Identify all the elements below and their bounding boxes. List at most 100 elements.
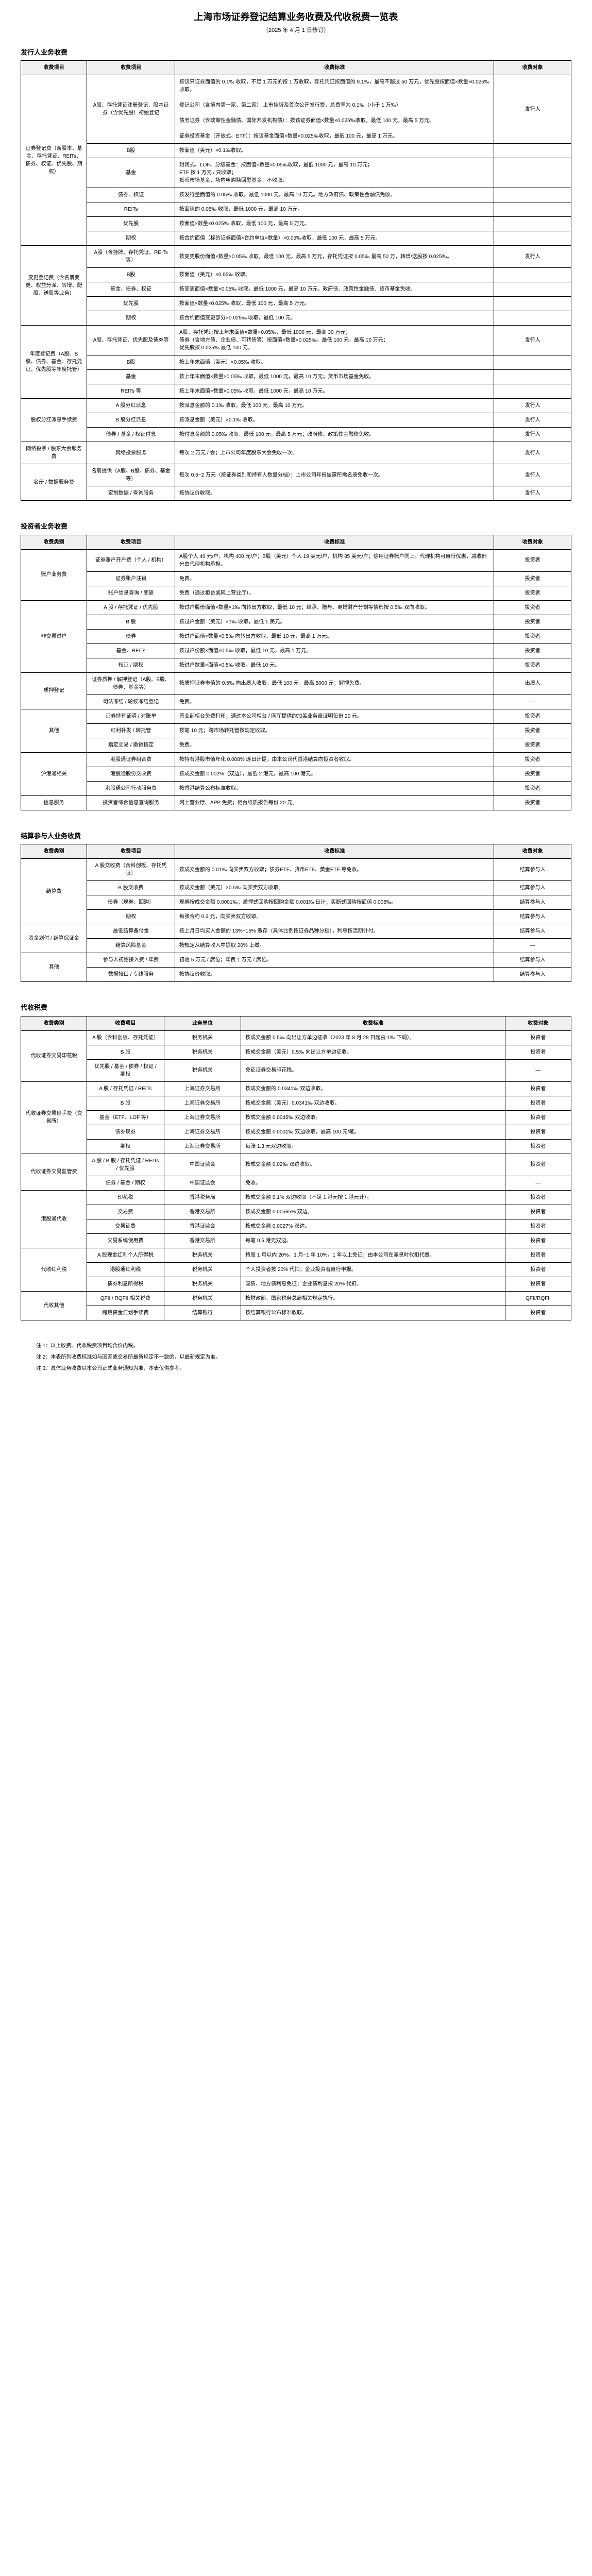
cell-item: 港股通股份交收费: [87, 767, 175, 781]
table-row: 基金（ETF、LOF 等）上海证券交易所按成交金额 0.0045‰ 双边收取。投…: [21, 1110, 571, 1125]
cell-unit: 上海证券交易所: [164, 1110, 241, 1125]
cell-standard: 每张 1.3 元双边收取。: [241, 1139, 505, 1154]
th-obj2: 收费对象: [494, 535, 571, 549]
cell-object: [494, 158, 571, 188]
cell-standard: 按上年末面值×数量×0.05‰ 收取，最低 1000 元，最高 10 万元；货币…: [175, 370, 494, 384]
cell-standard: 按合约面值（标的证券面值×合约单位×数量）×0.05‰收取，最低 100 元，最…: [175, 231, 494, 246]
cell-standard: 免费。: [175, 571, 494, 586]
cell-standard: 按派息金额（美元）×0.1‰ 收取。: [175, 413, 494, 428]
cell-standard: 营业部柜台免费打印；通过本公司柜台 / 网厅提供的加盖业务章证明每份 20 元。: [175, 709, 494, 723]
cell-object: 投资者: [505, 1154, 571, 1176]
table-row: 债券按过户面值×数量×0.5‰ 向转出方收取，最低 10 元，最高 1 万元。投…: [21, 629, 571, 643]
cell-category: 年度登记费（A股、B股、债券、基金、存托凭证、优先股等年度托管）: [21, 326, 87, 399]
cell-item: 投资者综合信息查询服务: [87, 795, 175, 810]
cell-item: 印花税: [87, 1190, 164, 1205]
cell-item: B 股: [87, 1096, 164, 1110]
cell-object: [494, 231, 571, 246]
table-row: 港股通红利税税务机关个人投资者按 20% 代扣；企业投资者自行申报。投资者: [21, 1262, 571, 1277]
cell-object: 投资者: [505, 1306, 571, 1320]
table-row: 年度登记费（A股、B股、债券、基金、存托凭证、优先股等年度托管）A股、存托凭证、…: [21, 326, 571, 355]
table-row: 结算风险基金按规定从结算收入中提取 20% 上缴。—: [21, 939, 571, 953]
table-row: B股按上年末面值（美元）×0.05‰ 收取。: [21, 355, 571, 370]
cell-standard: 免费。: [175, 738, 494, 752]
cell-item: 红利补发 / 转托管: [87, 723, 175, 738]
table-row: 证券登记费（含股本、基金、存托凭证、REITs、债券、权证、优先股、期权）A股、…: [21, 75, 571, 144]
doc-subtitle: （2025 年 4 月 1 日修订）: [21, 26, 571, 35]
cell-unit: 中国证监会: [164, 1154, 241, 1176]
cell-category: 代收证券交易经手费（交易所）: [21, 1081, 87, 1154]
cell-item: 期权: [87, 910, 175, 924]
cell-standard: 按过户股份面值×数量×1‰ 向转出方收取，最低 10 元；继承、赠与、离婚财产分…: [175, 600, 494, 615]
table-row: 债券、权证按发行量面值的 0.05‰ 收取，最低 1000 元，最高 10 万元…: [21, 188, 571, 202]
cell-unit: 中国证监会: [164, 1176, 241, 1190]
cell-category: 代收证券交易监管费: [21, 1154, 87, 1190]
cell-standard: A股个人 40 元/户，机构 400 元/户；B股（美元）个人 19 美元/户，…: [175, 549, 494, 571]
cell-item: 结算风险基金: [87, 939, 175, 953]
cell-object: 投资者: [505, 1277, 571, 1291]
cell-item: A 股 / B 股 / 存托凭证 / REITs / 优先股: [87, 1154, 164, 1176]
cell-object: 投资者: [505, 1262, 571, 1277]
table-row: 沪港通相关港股通证券组合费按持有港股市值年化 0.008% 逐日计提，由本公司代…: [21, 752, 571, 767]
cell-item: 证券持有证明 / 对账单: [87, 709, 175, 723]
table-row: REITs按面值的 0.05‰ 收取，最低 1000 元，最高 10 万元。: [21, 202, 571, 217]
cell-item: 定制数据 / 查询服务: [87, 486, 175, 501]
cell-object: 发行人: [494, 428, 571, 442]
cell-item: A股、存托凭证、优先股及债券等: [87, 326, 175, 355]
table-row: 债券现券上海证券交易所按成交金额 0.0001‰ 双边收取，最高 100 元/笔…: [21, 1125, 571, 1139]
cell-object: —: [494, 694, 571, 709]
cell-object: 结算参与人: [494, 859, 571, 881]
cell-object: 投资者: [494, 658, 571, 672]
cell-item: 交易费: [87, 1205, 164, 1219]
cell-object: QFII/RQFII: [505, 1291, 571, 1306]
table-row: 代收证券交易监管费A 股 / B 股 / 存托凭证 / REITs / 优先股中…: [21, 1154, 571, 1176]
table-row: 债券 / 基金 / 期权中国证监会免收。—: [21, 1176, 571, 1190]
cell-standard: 国债、地方债利息免征；企业债利息按 20% 代扣。: [241, 1277, 505, 1291]
table-row: B股按面值（美元）×0.1‰收取。: [21, 144, 571, 158]
cell-object: 投资者: [505, 1081, 571, 1096]
cell-standard: 按成交金额（美元）0.5‰ 向出让方单边征收。: [241, 1045, 505, 1059]
cell-standard: 按质押证券市值的 0.5‰ 向出质人收取，最低 100 元，最高 5000 元；…: [175, 672, 494, 694]
cell-item: 最低结算备付金: [87, 924, 175, 939]
cell-standard: 每次 2 万元 / 会；上市公司年度股东大会免收一次。: [175, 442, 494, 464]
cell-category: 账户业务费: [21, 549, 87, 600]
cell-object: 投资者: [505, 1096, 571, 1110]
table-row: 定制数据 / 查询服务按协议价收取。发行人: [21, 486, 571, 501]
cell-category: 名册 / 数据服务费: [21, 464, 87, 501]
table-row: 基金、债券、权证按变更面值×数量×0.05‰ 收取，最低 1000 元，最高 1…: [21, 282, 571, 297]
cell-standard: 按付息金额的 0.05‰ 收取，最低 100 元，最高 5 万元；政府债、政策性…: [175, 428, 494, 442]
cell-object: —: [494, 939, 571, 953]
cell-standard: 按合约面值变更部分×0.025‰ 收取，最低 100 元。: [175, 311, 494, 326]
cell-item: A 股分红派息: [87, 399, 175, 413]
cell-standard: 按香港结算公布标准收取。: [175, 781, 494, 795]
table-row: 红利补发 / 转托管按笔 10 元；跨市场转托管按规定收取。投资者: [21, 723, 571, 738]
cell-object: [494, 202, 571, 217]
cell-object: 投资者: [505, 1110, 571, 1125]
section-participant-title: 结算参与人业务收费: [21, 831, 571, 841]
cell-standard: 按成交金额 0.1% 双边收取（不足 1 港元按 1 港元计）。: [241, 1190, 505, 1205]
table-row: 权证 / 期权按过户数量×面值×0.5‰ 收取，最低 10 元。投资者: [21, 658, 571, 672]
cell-item: 基金: [87, 370, 175, 384]
cell-standard: 按面值×数量×0.025‰ 收取，最低 100 元，最高 5 万元。: [175, 297, 494, 311]
cell-item: 账户信息查询 / 变更: [87, 586, 175, 600]
cell-item: 司法冻结 / 轮候冻结登记: [87, 694, 175, 709]
cell-object: 投资者: [494, 738, 571, 752]
cell-item: 期权: [87, 1139, 164, 1154]
cell-standard: 持股 1 月以内 20%，1 月~1 年 10%，1 年以上免征；由本公司在派息…: [241, 1248, 505, 1262]
table-row: 数据接口 / 专线服务按协议价收取。结算参与人: [21, 968, 571, 982]
cell-object: 发行人: [494, 486, 571, 501]
cell-object: 投资者: [494, 629, 571, 643]
table-row: 变更登记费（含名册变更、权益分派、转增、配股、送股等业务）A股（含挂牌、存托凭证…: [21, 246, 571, 268]
footnote-1: 注 1：以上收费、代收税费项目均含价内税。: [36, 1341, 571, 1351]
cell-object: —: [505, 1059, 571, 1081]
cell-item: 交易征费: [87, 1219, 164, 1233]
cell-standard: 按变更股份面值×数量×0.05‰ 收取，最低 100 元，最高 5 万元，存托凭…: [175, 246, 494, 268]
cell-unit: 税务机关: [164, 1045, 241, 1059]
cell-object: [494, 282, 571, 297]
table-row: 期权按合约面值（标的证券面值×合约单位×数量）×0.05‰收取，最低 100 元…: [21, 231, 571, 246]
cell-unit: 结算银行: [164, 1306, 241, 1320]
cell-unit: 税务机关: [164, 1248, 241, 1262]
cell-item: A 股 / 存托凭证 / REITs: [87, 1081, 164, 1096]
table-row: 期权每张合约 0.3 元，向买卖双方收取。结算参与人: [21, 910, 571, 924]
table-row: 跨境资金汇划手续费结算银行按结算银行公布标准收取。投资者: [21, 1306, 571, 1320]
th-unit4: 业务单位: [164, 1016, 241, 1030]
